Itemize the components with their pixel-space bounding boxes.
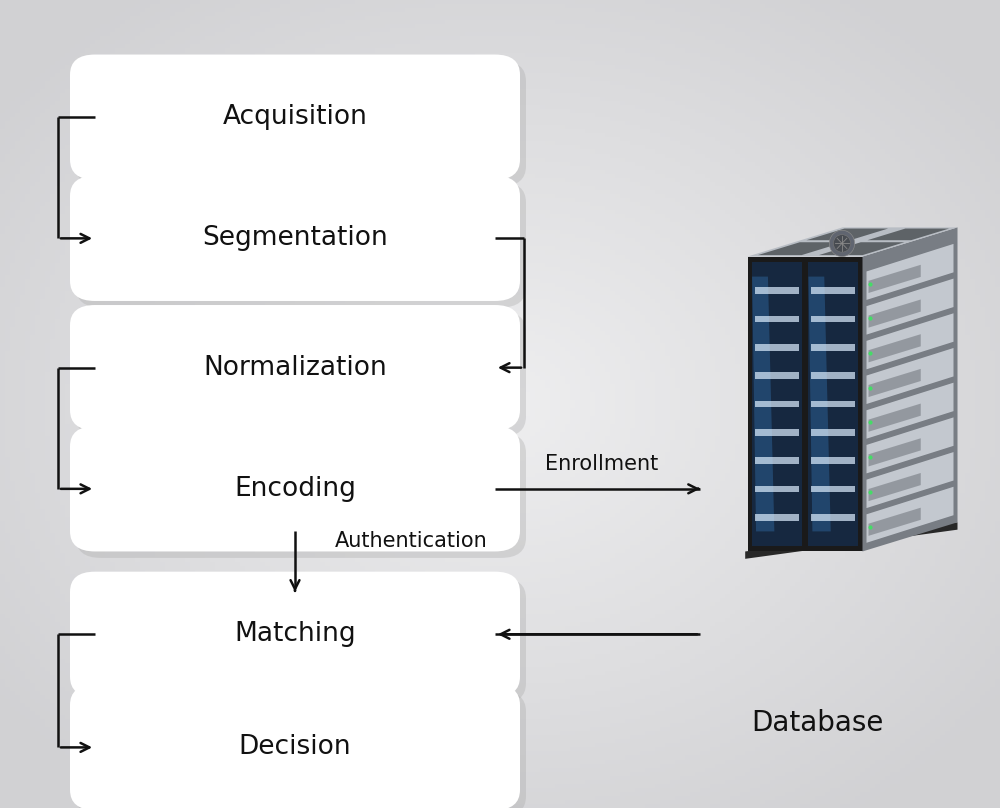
Polygon shape: [755, 316, 799, 322]
FancyBboxPatch shape: [70, 685, 520, 808]
Polygon shape: [808, 276, 831, 532]
Polygon shape: [748, 227, 958, 256]
Polygon shape: [866, 383, 954, 439]
Polygon shape: [862, 227, 958, 551]
Polygon shape: [868, 473, 921, 501]
Polygon shape: [755, 457, 799, 464]
Polygon shape: [866, 279, 954, 335]
Polygon shape: [819, 242, 904, 255]
Text: Acquisition: Acquisition: [223, 104, 367, 130]
FancyBboxPatch shape: [76, 433, 526, 558]
Text: Database: Database: [751, 709, 883, 737]
Text: Segmentation: Segmentation: [202, 225, 388, 251]
Polygon shape: [811, 401, 855, 407]
Polygon shape: [867, 229, 949, 240]
Polygon shape: [811, 344, 855, 351]
Polygon shape: [755, 372, 799, 379]
Polygon shape: [868, 507, 921, 536]
Polygon shape: [868, 369, 921, 397]
Polygon shape: [755, 486, 799, 492]
Polygon shape: [755, 429, 799, 436]
Polygon shape: [811, 316, 855, 322]
Ellipse shape: [829, 230, 855, 256]
Text: Encoding: Encoding: [234, 476, 356, 502]
FancyBboxPatch shape: [70, 176, 520, 301]
FancyBboxPatch shape: [76, 311, 526, 436]
Polygon shape: [811, 372, 855, 379]
FancyBboxPatch shape: [76, 183, 526, 308]
FancyBboxPatch shape: [76, 579, 526, 703]
Polygon shape: [868, 335, 921, 362]
FancyBboxPatch shape: [76, 61, 526, 187]
Polygon shape: [866, 348, 954, 404]
Polygon shape: [748, 256, 862, 551]
Polygon shape: [811, 514, 855, 520]
Ellipse shape: [833, 234, 851, 252]
Text: Enrollment: Enrollment: [545, 454, 659, 474]
Polygon shape: [758, 242, 844, 255]
Polygon shape: [868, 300, 921, 328]
Polygon shape: [866, 244, 954, 300]
Polygon shape: [868, 265, 921, 293]
Polygon shape: [866, 486, 954, 543]
FancyBboxPatch shape: [76, 692, 526, 808]
Polygon shape: [752, 276, 774, 532]
Polygon shape: [755, 401, 799, 407]
Polygon shape: [866, 314, 954, 369]
Polygon shape: [755, 344, 799, 351]
Polygon shape: [811, 486, 855, 492]
Text: Normalization: Normalization: [203, 355, 387, 381]
FancyBboxPatch shape: [70, 572, 520, 696]
Polygon shape: [755, 514, 799, 520]
Text: Decision: Decision: [239, 734, 351, 760]
Polygon shape: [811, 429, 855, 436]
Polygon shape: [866, 452, 954, 508]
Polygon shape: [806, 229, 888, 240]
Text: Authentication: Authentication: [335, 531, 488, 551]
FancyBboxPatch shape: [70, 305, 520, 430]
Polygon shape: [752, 263, 802, 545]
FancyBboxPatch shape: [70, 427, 520, 551]
Polygon shape: [868, 438, 921, 466]
Polygon shape: [811, 457, 855, 464]
Polygon shape: [808, 263, 858, 545]
Polygon shape: [755, 288, 799, 294]
Polygon shape: [866, 418, 954, 473]
Polygon shape: [868, 403, 921, 431]
Polygon shape: [745, 522, 958, 559]
Text: Matching: Matching: [234, 621, 356, 647]
FancyBboxPatch shape: [70, 54, 520, 179]
Polygon shape: [811, 288, 855, 294]
